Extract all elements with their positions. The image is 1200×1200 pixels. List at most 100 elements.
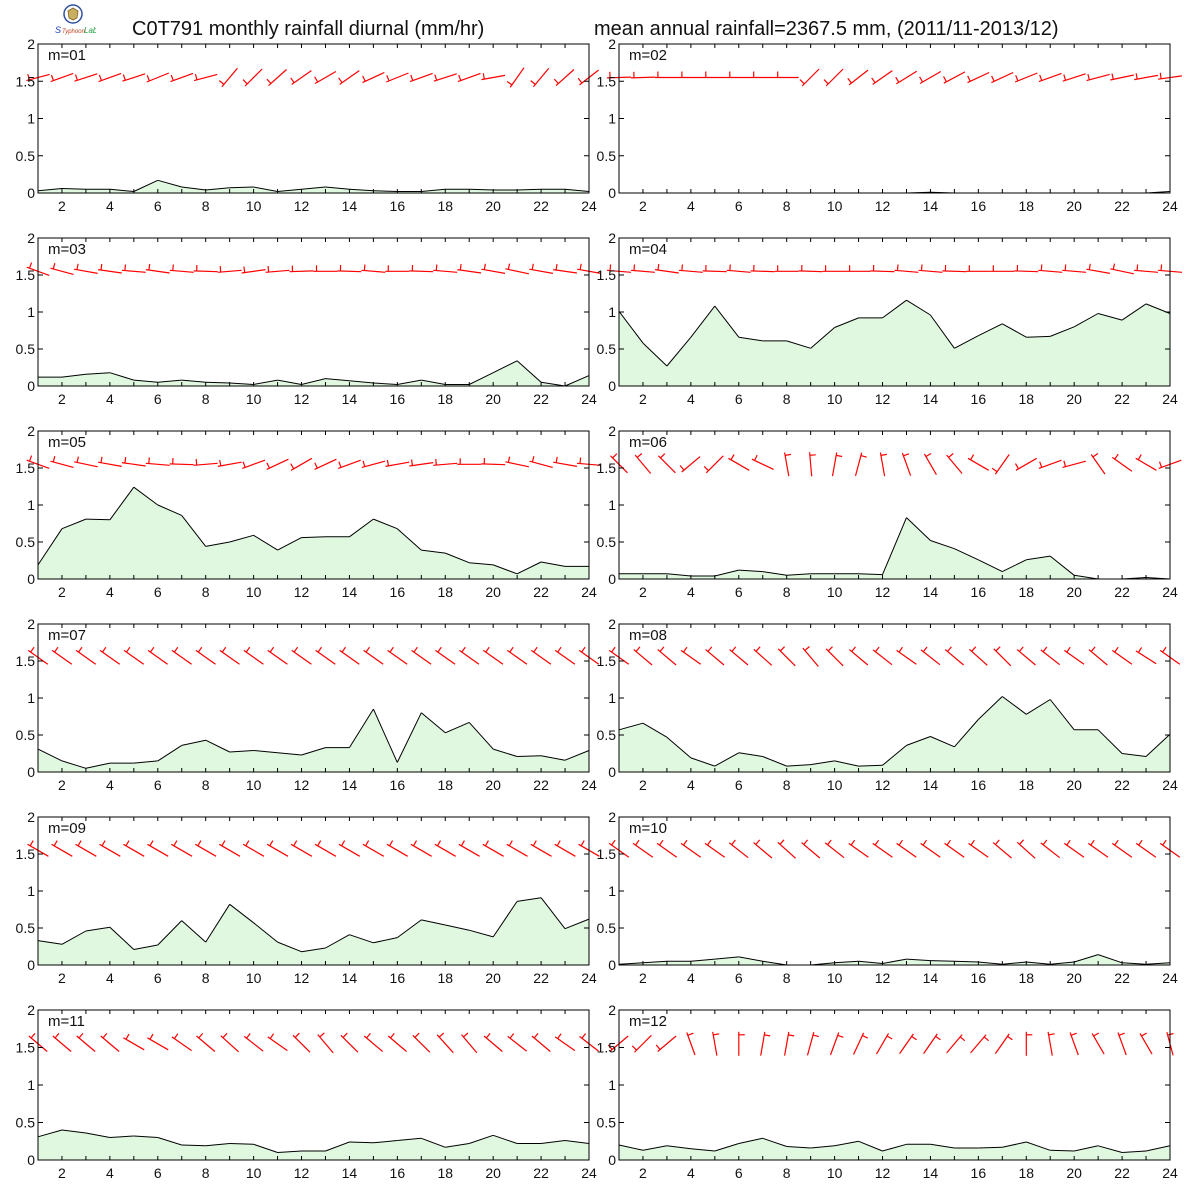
wind-barb [171,1033,192,1052]
wind-barb-flag [508,840,513,847]
rainfall-line-segment [1002,696,1027,715]
wind-barb-shaft [1016,649,1036,666]
wind-barb-flag [54,1033,60,1039]
rainfall-line-segment [642,1145,667,1151]
wind-barb-flag [1066,646,1071,653]
rainfall-line-segment [1026,699,1051,715]
wind-barb-flag [1018,646,1024,652]
rainfall-line-segment [1122,962,1147,965]
wind-barb [385,459,410,467]
wind-barb-shaft [531,1035,551,1052]
wind-barb-flag [269,1033,275,1039]
wind-barb-flag [1167,1032,1174,1036]
wind-barb-shaft [1110,268,1134,275]
y-tick-label: 1.5 [16,846,36,862]
y-tick-label: 1 [27,1077,35,1093]
wind-barb [100,1033,120,1052]
wind-barb-flag [754,454,758,461]
x-tick-label: 18 [1018,1165,1034,1181]
y-tick-label: 1 [27,690,35,706]
rainfall-line-segment [181,186,206,191]
rainfall-line-segment [396,528,422,551]
wind-barb-flag [1070,1032,1077,1036]
x-tick-label: 12 [875,584,891,600]
x-tick-label: 4 [106,1165,114,1181]
wind-barb-flag [1092,453,1099,458]
wind-barb [802,646,819,667]
wind-barb [317,1032,334,1054]
wind-barb-shaft [193,462,218,466]
rainfall-line-segment [277,188,302,192]
wind-barb-flag [896,264,899,271]
wind-barb-flag [245,646,251,653]
wind-barb-shaft [806,1032,815,1056]
rainfall-line-segment [978,1146,1003,1149]
rainfall-line-segment [61,188,86,190]
y-tick-label: 0.5 [597,727,617,743]
rainfall-line-segment [834,960,859,964]
wind-barb [290,70,312,85]
wind-barb-shaft [728,457,750,471]
wind-barb-shaft [267,1036,288,1052]
wind-barb-shaft [680,842,702,858]
wind-barb-flag [1162,839,1167,846]
wind-barb-shaft [363,1035,383,1052]
wind-barb-flag [1137,647,1143,653]
x-tick-label: 10 [246,198,262,214]
wind-barb-shaft [339,649,360,665]
wind-barb-shaft [457,72,481,83]
wind-barb-shaft [923,453,937,475]
wind-barb [726,71,751,79]
x-tick-label: 2 [58,777,66,793]
wind-barb-flag [122,74,126,81]
wind-barb-flag [102,1033,108,1039]
wind-barb-shaft [314,458,337,470]
rainfall-line-segment [325,186,350,190]
wind-barb-flag [911,1035,917,1041]
x-tick-label: 6 [154,391,162,407]
rainfall-line-segment [618,310,644,344]
wind-barb-flag [995,646,1001,652]
wind-barb [680,646,702,665]
wind-barb-flag [463,1032,469,1038]
rainfall-line-segment [954,719,979,748]
x-tick-label: 12 [294,198,310,214]
wind-barb [630,264,655,273]
wind-barb-shaft [123,649,145,665]
wind-barb-flag [871,77,876,84]
wind-barb [51,840,73,857]
wind-barb [169,457,194,466]
wind-barb-flag [242,461,246,468]
wind-barb-shaft [337,270,362,273]
rainfall-line-segment [253,750,278,754]
rainfall-line-segment [373,190,398,192]
wind-barb [241,266,266,274]
wind-barb [387,1033,407,1052]
rainfall-line-segment [882,958,907,964]
wind-barb [123,840,145,857]
x-tick-label: 22 [1114,777,1130,793]
rainfall-line-segment [1002,559,1027,573]
rainfall-line-segment [157,1137,182,1146]
month-label: m=05 [48,434,86,451]
rainfall-line-segment [882,745,907,766]
wind-barb [846,265,871,272]
rainfall-line-segment [205,1143,230,1147]
rainfall-line-segment [714,569,739,577]
wind-barb [433,459,458,466]
wind-barb-shaft [147,843,169,857]
wind-barb [879,452,888,477]
wind-barb-flag [98,74,102,81]
rainfall-line-segment [253,534,278,551]
wind-barb [74,73,98,82]
y-tick-label: 1.5 [16,267,36,283]
wind-barb-shaft [825,648,844,667]
wind-barb [944,839,965,858]
wind-barb [678,264,703,273]
wind-barb-flag [581,646,586,653]
wind-barb-flag [29,840,34,847]
wind-barb-shaft [385,72,409,83]
wind-barb-flag [707,646,713,652]
wind-barb-shaft [459,649,480,665]
